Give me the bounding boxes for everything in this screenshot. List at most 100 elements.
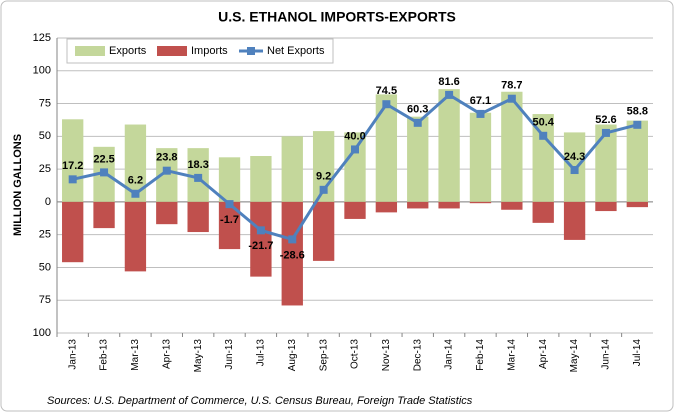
x-tick-label: Nov-13 [381,339,392,372]
bar [124,124,147,202]
x-tick-label: May-14 [569,339,580,373]
legend-label: Net Exports [267,45,325,57]
bar [250,156,272,202]
bar [281,136,303,202]
bar [595,124,617,202]
marker [445,90,454,99]
x-tick-label: Dec-13 [412,339,423,372]
data-label: 40.0 [344,130,365,142]
bar [375,201,398,213]
x-tick-label: Jul-14 [632,339,643,367]
marker [68,175,77,184]
x-tick-label: Jan-14 [444,339,455,370]
x-tick-label: Jun-14 [601,339,612,370]
legend-swatch [247,47,255,55]
data-label: -21.7 [248,240,273,252]
y-tick-label: 25 [39,229,51,241]
bar [312,201,335,261]
data-label: -1.7 [220,214,239,226]
bar [469,112,492,202]
marker [256,226,265,235]
bar [187,201,209,233]
x-tick-label: Feb-13 [99,339,110,371]
y-tick-label: 75 [39,294,51,306]
y-tick-label: 0 [45,196,51,208]
x-tick-label: Oct-13 [350,339,361,369]
bar [532,114,554,202]
x-tick-label: Jan-13 [67,339,78,370]
legend-swatch [75,46,105,56]
x-tick-label: Apr-13 [161,339,172,369]
x-tick-label: Mar-14 [506,339,517,371]
chart-title: U.S. ETHANOL IMPORTS-EXPORTS [218,9,456,25]
marker [225,200,234,209]
marker [539,131,548,140]
data-label: 74.5 [376,85,397,97]
data-label: 22.5 [93,153,114,165]
bar [93,201,115,229]
data-label: 60.3 [407,104,428,116]
legend-box [66,38,334,64]
x-tick-label: Jun-13 [224,339,235,370]
data-label: 17.2 [62,160,83,172]
bar [563,201,586,240]
x-tick-label: Mar-13 [130,339,141,371]
bar [407,201,429,209]
data-label: 24.3 [564,151,585,163]
bar [344,132,366,202]
y-tick-label: 25 [39,163,51,175]
bar [250,201,272,277]
x-tick-label: Apr-14 [538,339,549,369]
data-label: 52.6 [595,114,616,126]
data-label: 50.4 [532,117,554,129]
bar [218,201,241,250]
bar [62,119,84,202]
marker [100,168,109,177]
bar [469,201,492,204]
bar [501,201,523,210]
x-tick-label: Feb-14 [475,339,486,371]
marker [319,185,328,194]
marker [194,173,203,182]
bar [438,201,460,209]
y-axis-label: MILLION GALLONS [12,134,24,236]
bar [124,201,147,272]
bar [438,89,460,202]
legend-label: Exports [109,45,147,57]
marker [413,118,422,127]
source-note: Sources: U.S. Department of Commerce, U.… [47,395,473,407]
marker [351,145,359,154]
legend-swatch [157,46,187,56]
x-tick-label: Jul-13 [256,339,267,367]
y-tick-label: 50 [39,261,51,273]
marker [476,109,485,118]
marker [507,94,516,103]
bar [156,148,178,202]
data-label: -28.6 [280,249,305,261]
data-label: 9.2 [316,171,331,183]
bar [626,120,648,202]
bar [407,116,429,202]
data-label: 78.7 [501,80,522,92]
y-tick-label: 125 [33,32,51,44]
bar [375,94,398,202]
x-tick-label: Sep-13 [318,339,329,372]
data-label: 81.6 [438,76,459,88]
bar [532,201,554,223]
legend-label: Imports [191,45,228,57]
bar [62,201,84,263]
marker [382,100,391,109]
marker [633,120,642,129]
marker [288,235,297,244]
y-tick-label: 75 [39,97,51,109]
marker [601,128,610,137]
bar [281,201,303,306]
bar [595,201,617,212]
bar [218,157,241,202]
x-tick-label: May-13 [193,339,204,373]
y-tick-label: 50 [39,130,51,142]
marker [570,166,579,175]
bar [626,201,648,208]
data-label: 18.3 [187,159,208,171]
